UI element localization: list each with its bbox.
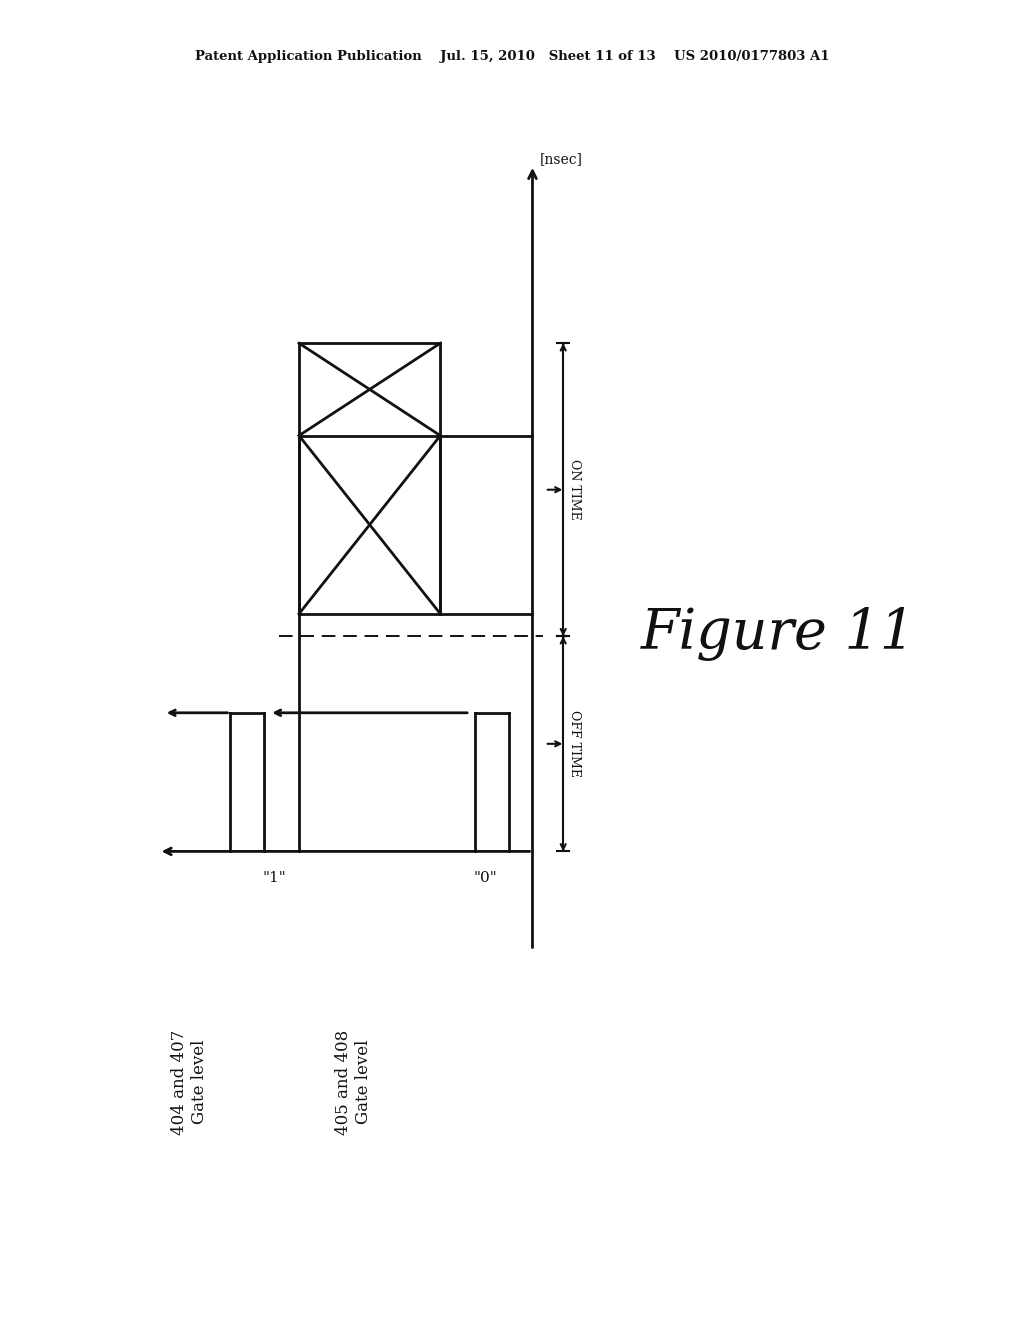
Text: "1": "1": [262, 871, 287, 886]
Text: OFF TIME: OFF TIME: [568, 710, 582, 777]
Text: 404 and 407
Gate level: 404 and 407 Gate level: [171, 1030, 208, 1135]
Text: ON TIME: ON TIME: [568, 459, 582, 520]
Text: "0": "0": [473, 871, 498, 886]
Text: Figure 11: Figure 11: [641, 606, 915, 661]
Text: [nsec]: [nsec]: [540, 152, 583, 166]
Text: Patent Application Publication    Jul. 15, 2010   Sheet 11 of 13    US 2010/0177: Patent Application Publication Jul. 15, …: [195, 50, 829, 63]
Text: 405 and 408
Gate level: 405 and 408 Gate level: [335, 1030, 372, 1135]
